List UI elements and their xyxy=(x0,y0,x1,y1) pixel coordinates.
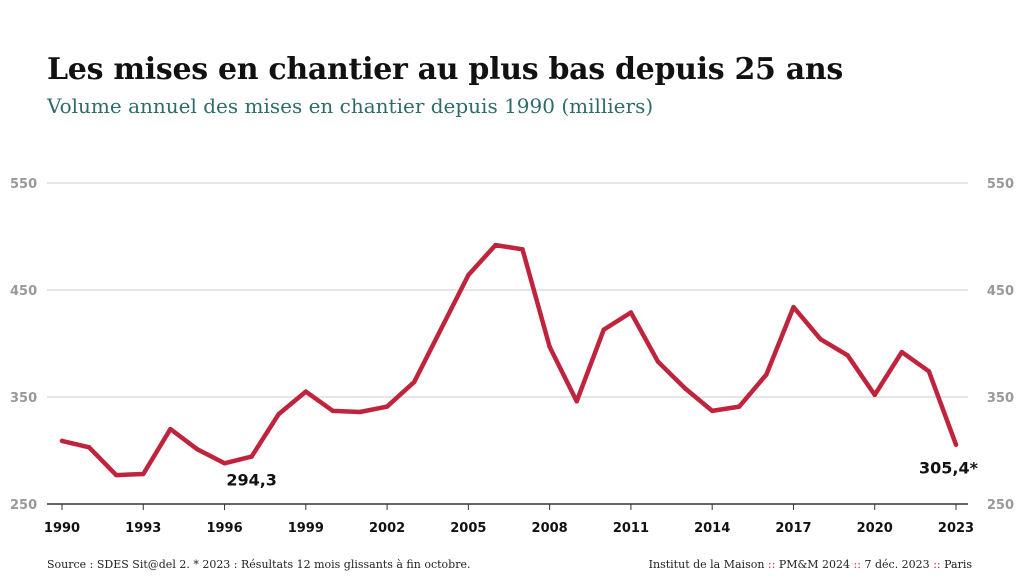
data-point xyxy=(86,445,92,450)
data-point xyxy=(113,472,119,478)
credit-org: Institut de la Maison xyxy=(648,558,765,571)
data-point xyxy=(276,411,281,417)
y-tick-label-left: 250 xyxy=(10,498,37,513)
data-point xyxy=(926,369,932,374)
data-point xyxy=(655,359,661,364)
x-tick-label: 1999 xyxy=(288,521,324,536)
data-label: 294,3 xyxy=(226,471,277,490)
credit-author: PM&M 2024 xyxy=(778,558,851,571)
data-point xyxy=(547,344,552,349)
data-point xyxy=(330,408,336,414)
y-tick-label-right: 550 xyxy=(987,177,1014,192)
data-point xyxy=(303,389,309,394)
source-note: Source : SDES Sit@del 2. * 2023 : Résult… xyxy=(47,558,471,571)
data-point xyxy=(574,399,579,404)
y-tick-label-right: 250 xyxy=(987,498,1014,513)
x-tick-label: 2002 xyxy=(369,521,405,536)
data-point xyxy=(141,471,146,477)
data-point xyxy=(520,247,525,252)
x-tick-label: 2020 xyxy=(857,521,893,536)
data-point xyxy=(845,353,850,358)
data-point xyxy=(411,379,417,385)
chart-title: Les mises en chantier au plus bas depuis… xyxy=(47,52,844,87)
x-tick-label: 2008 xyxy=(532,521,568,536)
credit-city: Paris xyxy=(944,558,972,571)
data-point xyxy=(764,372,769,377)
data-point xyxy=(682,386,688,391)
data-point xyxy=(953,442,959,447)
x-tick-label: 2005 xyxy=(450,521,486,536)
series-line xyxy=(59,242,959,478)
data-point xyxy=(168,426,173,432)
x-tick-label: 2011 xyxy=(613,521,649,536)
y-tick-label-left: 550 xyxy=(10,177,37,192)
data-point xyxy=(222,461,227,466)
data-point xyxy=(628,310,634,315)
chart-subtitle: Volume annuel des mises en chantier depu… xyxy=(47,94,654,118)
data-point xyxy=(818,337,823,342)
data-point xyxy=(357,409,363,415)
data-point xyxy=(59,438,65,444)
data-point xyxy=(384,404,390,409)
credit-separator: :: xyxy=(767,558,776,571)
data-point xyxy=(466,272,471,278)
data-point xyxy=(709,408,715,414)
credit-date: 7 déc. 2023 xyxy=(864,558,930,571)
x-tick-label: 1996 xyxy=(206,521,242,536)
y-tick-label-right: 350 xyxy=(987,391,1014,406)
y-tick-label-right: 450 xyxy=(987,284,1014,299)
credit-separator: :: xyxy=(933,558,941,571)
x-tick-label: 1990 xyxy=(44,521,80,536)
data-point xyxy=(249,454,254,459)
credit-separator: :: xyxy=(853,558,861,571)
data-point xyxy=(737,404,742,409)
data-point xyxy=(899,349,905,355)
x-tick-label: 1993 xyxy=(125,521,161,536)
data-point xyxy=(493,242,498,248)
x-tick-label: 2014 xyxy=(694,521,730,536)
y-tick-label-left: 350 xyxy=(10,391,37,406)
data-point xyxy=(601,327,607,332)
y-tick-label-left: 450 xyxy=(10,284,37,299)
data-label: 305,4* xyxy=(919,459,979,478)
credits: Institut de la Maison :: PM&M 2024 :: 7 … xyxy=(649,558,972,571)
data-point xyxy=(195,447,200,452)
data-point xyxy=(439,326,444,331)
x-tick-label: 2017 xyxy=(775,521,811,536)
x-tick-label: 2023 xyxy=(938,521,974,536)
data-point xyxy=(791,304,796,310)
data-point xyxy=(872,392,877,398)
